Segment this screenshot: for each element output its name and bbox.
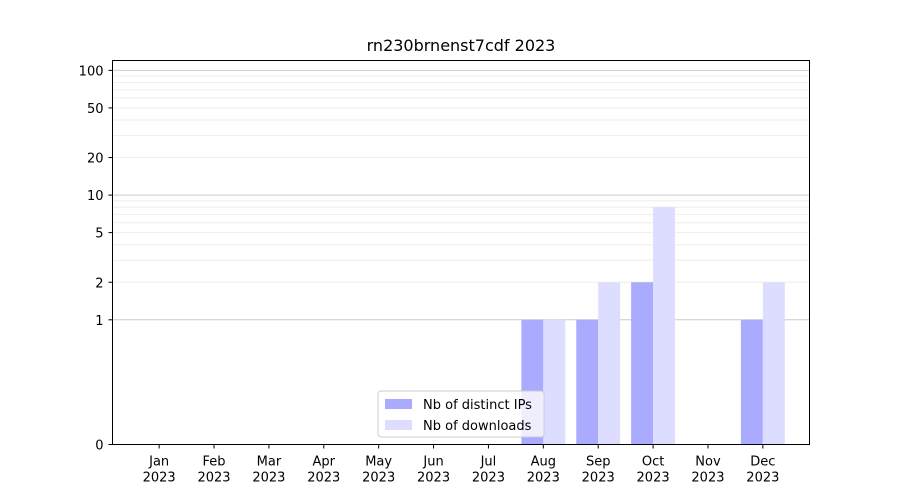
x-tick-label-year: 2023	[637, 471, 670, 486]
plot-area	[112, 60, 810, 445]
y-tick-label: 20	[87, 152, 104, 167]
bar-distinct-ips	[576, 319, 599, 445]
x-axis: Jan2023Feb2023Mar2023Apr2023May2023Jun20…	[143, 444, 779, 486]
x-tick-label-month: Oct	[642, 455, 664, 470]
legend: Nb of distinct IPs Nb of downloads	[377, 390, 545, 438]
chart-title: rn230brnenst7cdf 2023	[367, 36, 556, 55]
legend-swatch	[385, 399, 412, 409]
bar-downloads	[762, 282, 785, 445]
y-tick-label: 10	[87, 189, 104, 204]
x-tick-label-year: 2023	[362, 471, 395, 486]
x-tick-label-year: 2023	[252, 471, 285, 486]
x-tick-label-year: 2023	[197, 471, 230, 486]
x-tick-label-month: Jul	[480, 455, 497, 470]
x-tick-label-year: 2023	[472, 471, 505, 486]
y-tick-label: 2	[95, 276, 103, 291]
y-axis: 0 1 2 5 10 20 50 100	[79, 64, 113, 454]
bar-downloads	[543, 319, 566, 445]
x-tick-label-month: Dec	[750, 455, 775, 470]
bar-distinct-ips	[740, 319, 763, 445]
legend-label: Nb of downloads	[423, 419, 532, 434]
x-tick-label-year: 2023	[691, 471, 724, 486]
legend-box	[377, 390, 545, 438]
bar-downloads	[598, 282, 621, 445]
bar-downloads	[653, 207, 676, 445]
legend-label: Nb of distinct IPs	[423, 398, 532, 413]
y-tick-label: 5	[95, 227, 103, 242]
x-tick-label-month: May	[365, 455, 392, 470]
y-tick-label: 0	[95, 439, 103, 454]
legend-swatch	[385, 420, 412, 430]
x-tick-label-month: Apr	[313, 455, 336, 470]
x-tick-label-year: 2023	[307, 471, 340, 486]
x-tick-label-month: Nov	[695, 455, 721, 470]
x-tick-label-year: 2023	[746, 471, 779, 486]
x-tick-label-year: 2023	[582, 471, 615, 486]
x-tick-label-year: 2023	[143, 471, 176, 486]
x-tick-label-year: 2023	[417, 471, 450, 486]
x-tick-label-month: Sep	[586, 455, 611, 470]
x-tick-label-year: 2023	[527, 471, 560, 486]
bars	[521, 207, 785, 445]
y-tick-label: 50	[87, 102, 104, 117]
x-tick-label-month: Jan	[148, 455, 169, 470]
bar-distinct-ips	[631, 282, 654, 445]
x-tick-label-month: Jun	[422, 455, 443, 470]
grid-lines	[112, 69, 810, 321]
x-tick-label-month: Aug	[531, 455, 556, 470]
x-tick-label-month: Mar	[257, 455, 282, 470]
y-tick-label: 100	[79, 64, 104, 79]
x-tick-label-month: Feb	[203, 455, 226, 470]
y-tick-label: 1	[95, 314, 103, 329]
